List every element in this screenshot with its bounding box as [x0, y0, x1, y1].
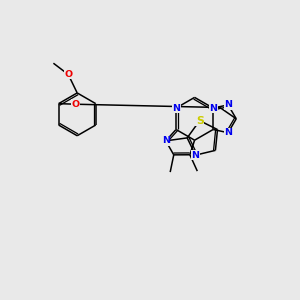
- Text: S: S: [196, 116, 203, 126]
- Text: N: N: [172, 103, 180, 112]
- Text: O: O: [72, 100, 80, 109]
- Text: N: N: [224, 128, 232, 137]
- Text: N: N: [224, 128, 232, 137]
- Text: N: N: [162, 136, 170, 146]
- Text: O: O: [64, 70, 72, 79]
- Text: N: N: [224, 100, 232, 109]
- Text: N: N: [224, 100, 232, 109]
- Text: N: N: [172, 103, 180, 112]
- Text: N: N: [191, 151, 200, 160]
- Text: N: N: [209, 103, 217, 112]
- Text: O: O: [72, 100, 80, 109]
- Text: N: N: [209, 103, 217, 112]
- Text: O: O: [64, 70, 72, 79]
- Text: N: N: [162, 136, 170, 146]
- Text: S: S: [196, 116, 203, 126]
- Text: N: N: [191, 151, 200, 160]
